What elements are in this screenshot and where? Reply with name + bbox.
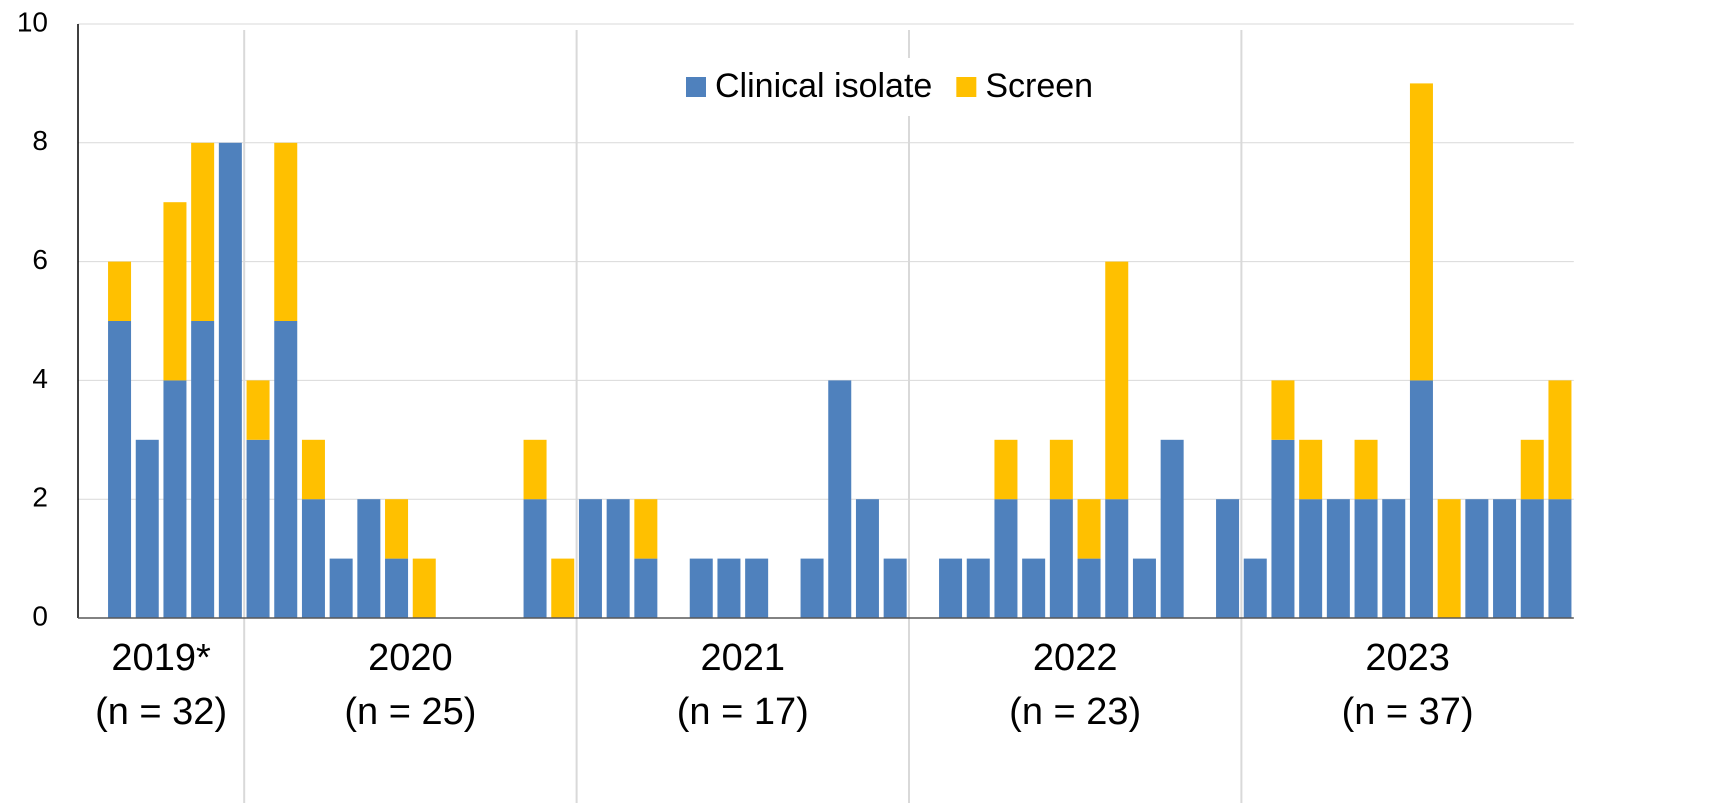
bar-segment	[1132, 558, 1156, 618]
bar-segment	[689, 558, 713, 618]
bar-segment	[1271, 439, 1295, 618]
bar-segment	[1548, 380, 1572, 500]
bar-segment	[606, 499, 630, 618]
bar-segment	[1243, 558, 1267, 618]
group-label: 2023	[1365, 637, 1450, 679]
group-note: (n = 17)	[677, 691, 809, 733]
bar-segment	[855, 499, 879, 618]
bar-segment	[163, 380, 187, 618]
y-tick-label: 6	[32, 244, 48, 275]
bar-segment	[1409, 83, 1433, 381]
bar-segment	[745, 558, 769, 618]
bar-segment	[994, 439, 1018, 500]
bar-segment	[274, 321, 298, 618]
bar-segment	[1354, 499, 1378, 618]
bar-segment	[828, 380, 852, 618]
bar-segment	[385, 558, 409, 618]
bar-segment	[301, 499, 325, 618]
bar-segment	[274, 142, 298, 321]
bar-segment	[551, 558, 575, 618]
bar-segment	[246, 380, 270, 440]
bar-segment	[634, 499, 658, 559]
bar-segment	[163, 202, 187, 381]
group-note: (n = 37)	[1342, 691, 1474, 733]
bar-segment	[1299, 499, 1323, 618]
bar-segment	[939, 558, 963, 618]
bar-segment	[883, 558, 907, 618]
bar-segment	[966, 558, 990, 618]
bar-segment	[412, 558, 436, 618]
bar-segment	[1354, 439, 1378, 500]
group-label: 2022	[1033, 637, 1118, 679]
bar-segment	[108, 321, 132, 618]
legend-background	[672, 58, 1150, 116]
bar-segment	[1437, 499, 1461, 618]
bar-segment	[1105, 261, 1129, 500]
bar-segment	[385, 499, 409, 559]
group-note: (n = 23)	[1009, 691, 1141, 733]
group-label: 2021	[701, 637, 786, 679]
legend-label: Clinical isolate	[715, 67, 932, 105]
bar-segment	[523, 439, 547, 500]
bar-segment	[1160, 439, 1184, 618]
bar-segment	[1271, 380, 1295, 440]
bar-segment	[1326, 499, 1350, 618]
bar-segment	[135, 439, 159, 618]
y-tick-label: 10	[17, 6, 48, 37]
bar-segment	[994, 499, 1018, 618]
legend-swatch	[686, 77, 706, 97]
bar-segment	[1022, 558, 1046, 618]
bar-segment	[1049, 439, 1073, 500]
bar-segment	[800, 558, 824, 618]
bar-segment	[1382, 499, 1406, 618]
bar-segment	[578, 499, 602, 618]
bar-segment	[301, 439, 325, 500]
bar-segment	[1216, 499, 1240, 618]
bar-segment	[357, 499, 381, 618]
bar-segment	[218, 142, 242, 619]
bar-segment	[717, 558, 741, 618]
bar-segment	[1105, 499, 1129, 618]
bar-segment	[191, 321, 215, 618]
bar-segment	[523, 499, 547, 618]
bar-segment	[1548, 499, 1572, 618]
group-note: (n = 32)	[95, 691, 227, 733]
y-tick-label: 0	[32, 600, 48, 631]
bar-segment	[108, 261, 132, 321]
bar-segment	[1299, 439, 1323, 500]
y-tick-label: 4	[32, 363, 48, 394]
bar-segment	[1493, 499, 1517, 618]
group-label: 2020	[368, 637, 453, 679]
legend-label: Screen	[985, 67, 1093, 105]
bar-segment	[329, 558, 353, 618]
group-note: (n = 25)	[344, 691, 476, 733]
y-tick-label: 2	[32, 482, 48, 513]
y-tick-label: 8	[32, 125, 48, 156]
bar-segment	[634, 558, 658, 618]
group-label: 2019*	[111, 637, 211, 679]
bar-segment	[191, 142, 215, 321]
bar-segment	[1520, 499, 1544, 618]
bar-segment	[246, 439, 270, 618]
bar-segment	[1077, 558, 1101, 618]
legend-swatch	[956, 77, 977, 97]
bar-segment	[1520, 439, 1544, 500]
bar-segment	[1409, 380, 1433, 618]
bar-segment	[1465, 499, 1489, 618]
bar-segment	[1049, 499, 1073, 618]
bar-segment	[1077, 499, 1101, 559]
